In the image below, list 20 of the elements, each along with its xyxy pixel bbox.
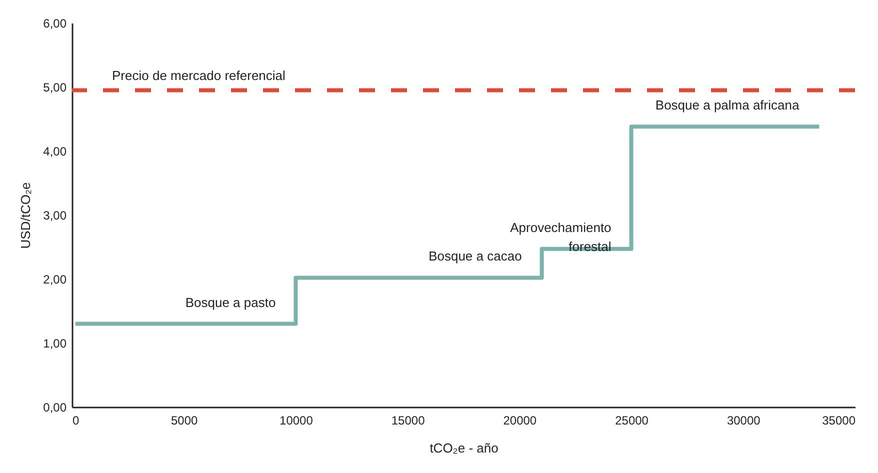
annotation: Bosque a palma africana	[655, 98, 800, 113]
x-axis-title: tCO₂e - año	[430, 440, 498, 456]
x-tick-label: 5000	[171, 414, 198, 428]
y-tick-label: 0,00	[43, 400, 67, 414]
y-tick-label: 4,00	[43, 144, 67, 158]
x-tick-label: 35000	[822, 414, 856, 428]
annotation: Bosque a pasto	[185, 294, 276, 310]
x-tick-label: 10000	[280, 414, 314, 428]
x-tick-label: 30000	[726, 414, 761, 428]
y-tick-label: 1,00	[43, 336, 67, 350]
y-tick-label: 3,00	[43, 208, 67, 222]
y-tick-label: 5,00	[43, 80, 67, 94]
x-tick-label: 15000	[391, 414, 426, 428]
y-tick-label: 2,00	[43, 272, 67, 286]
ref-line-label: Precio de mercado referencial	[112, 68, 286, 84]
x-tick-label: 20000	[503, 414, 537, 428]
y-axis-title: USD/tCO₂e	[18, 182, 34, 249]
x-tick-label: 25000	[615, 414, 649, 428]
y-tick-label: 6,00	[43, 16, 67, 30]
x-tick-label: 0	[72, 414, 80, 428]
